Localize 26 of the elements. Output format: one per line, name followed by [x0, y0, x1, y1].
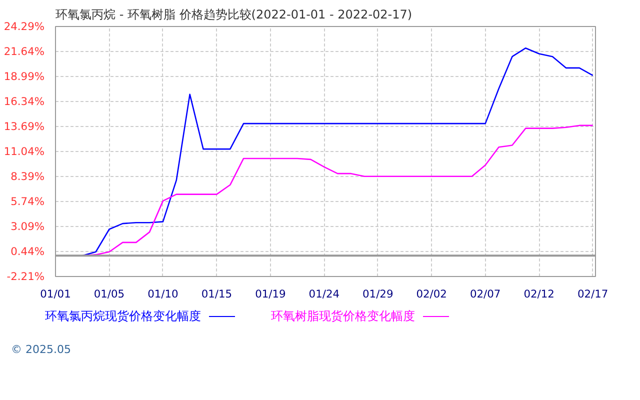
y-tick-label: 11.04% — [4, 145, 45, 158]
y-tick-label: 0.44% — [10, 245, 45, 258]
x-tick-label: 02/12 — [524, 288, 554, 300]
y-tick-label: 5.74% — [10, 195, 45, 208]
x-tick-label: 01/15 — [201, 288, 232, 300]
legend-label: 环氧氯丙烷现货价格变化幅度 — [45, 309, 201, 323]
x-tick-label: 01/10 — [148, 288, 179, 300]
y-tick-label: 16.34% — [4, 95, 45, 108]
x-tick-label: 02/17 — [577, 288, 608, 300]
x-tick-label: 01/24 — [308, 288, 340, 300]
y-tick-label: 13.69% — [4, 120, 45, 133]
x-tick-label: 02/02 — [416, 288, 447, 300]
legend-label: 环氧树脂现货价格变化幅度 — [271, 309, 415, 323]
x-tick-label: 01/05 — [94, 288, 125, 300]
chart-title: 环氧氯丙烷 - 环氧树脂 价格趋势比较(2022-01-01 - 2022-02-17) — [56, 8, 412, 22]
y-tick-label: 18.99% — [4, 70, 45, 83]
x-tick-label: 01/29 — [362, 288, 394, 300]
y-tick-label: 3.09% — [10, 220, 45, 233]
y-tick-label: -2.21% — [6, 270, 45, 283]
x-tick-label: 01/01 — [40, 288, 71, 300]
y-tick-label: 24.29% — [4, 20, 45, 33]
x-tick-label: 01/19 — [255, 288, 286, 300]
text: © 2025.05 — [11, 342, 71, 358]
y-tick-label: 8.39% — [10, 170, 45, 183]
x-tick-label: 02/07 — [470, 288, 501, 300]
y-tick-label: 21.64% — [4, 45, 45, 58]
